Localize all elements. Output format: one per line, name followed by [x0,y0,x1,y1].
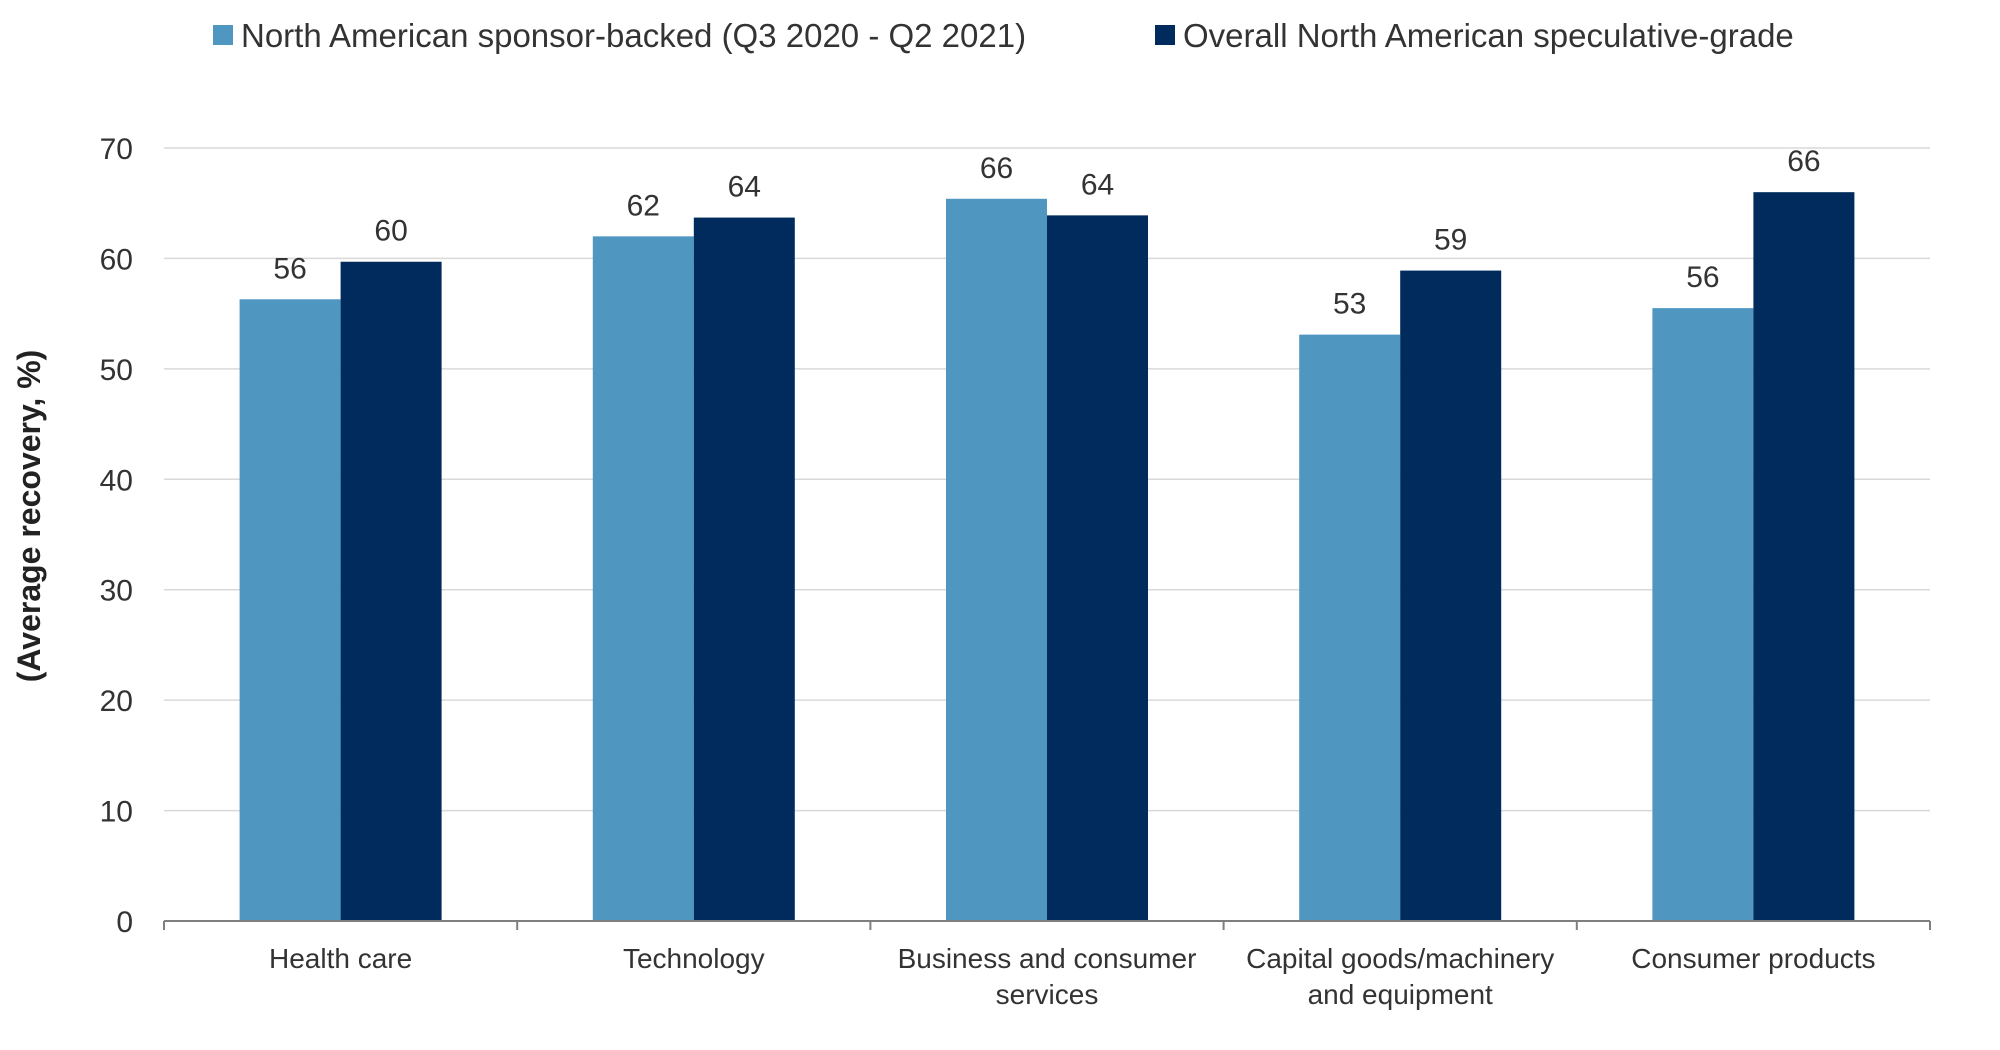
legend-swatch-2 [1155,25,1175,45]
data-label: 66 [1787,145,1820,178]
bar-2-5 [1753,192,1855,921]
data-label: 60 [374,215,407,248]
y-tick-label: 20 [100,685,133,718]
data-labels: 56 60 62 64 66 64 53 59 56 66 [273,145,1820,320]
bar-1-3 [946,198,1047,922]
x-axis: Health care Technology Business and consum… [163,920,1931,1010]
legend-label-2: Overall North American speculative-grade [1183,17,1794,54]
x-category-label: Consumer products [1631,943,1875,974]
data-label: 56 [273,252,306,285]
legend-swatch-1 [213,25,233,45]
x-category-label: Technology [623,943,765,974]
chart-legend: North American sponsor-backed (Q3 2020 -… [213,17,1794,54]
data-label: 56 [1686,261,1719,294]
data-label: 64 [1081,168,1114,201]
data-label: 64 [728,171,761,204]
data-label: 62 [627,189,660,222]
bar-2-2 [693,217,795,921]
x-category-label: Business and consumer [898,943,1197,974]
x-category-label: services [996,979,1099,1010]
x-category-label: and equipment [1308,979,1493,1010]
bar-2-3 [1047,215,1148,921]
legend-label-1: North American sponsor-backed (Q3 2020 -… [241,17,1026,54]
data-label: 53 [1333,288,1366,321]
y-tick-label: 0 [116,906,133,939]
x-category-label: Health care [269,943,412,974]
y-tick-label: 70 [100,133,133,166]
bar-1-4 [1299,334,1401,922]
bar-1-5 [1652,308,1754,921]
y-axis-ticks: 0 10 20 30 40 50 60 70 [100,133,133,939]
data-label: 66 [980,152,1013,185]
bar-1-2 [592,236,694,922]
bar-2-4 [1400,270,1502,922]
y-tick-label: 10 [100,796,133,829]
y-tick-label: 50 [100,354,133,387]
y-tick-label: 30 [100,575,133,608]
y-tick-label: 60 [100,243,133,276]
y-axis-title: (Average recovery, %) [11,350,47,683]
bars [239,192,1855,922]
x-category-label: Capital goods/machinery [1246,943,1554,974]
bar-2-1 [340,261,442,921]
y-tick-label: 40 [100,464,133,497]
bar-1-1 [239,299,341,922]
data-label: 59 [1434,224,1467,257]
